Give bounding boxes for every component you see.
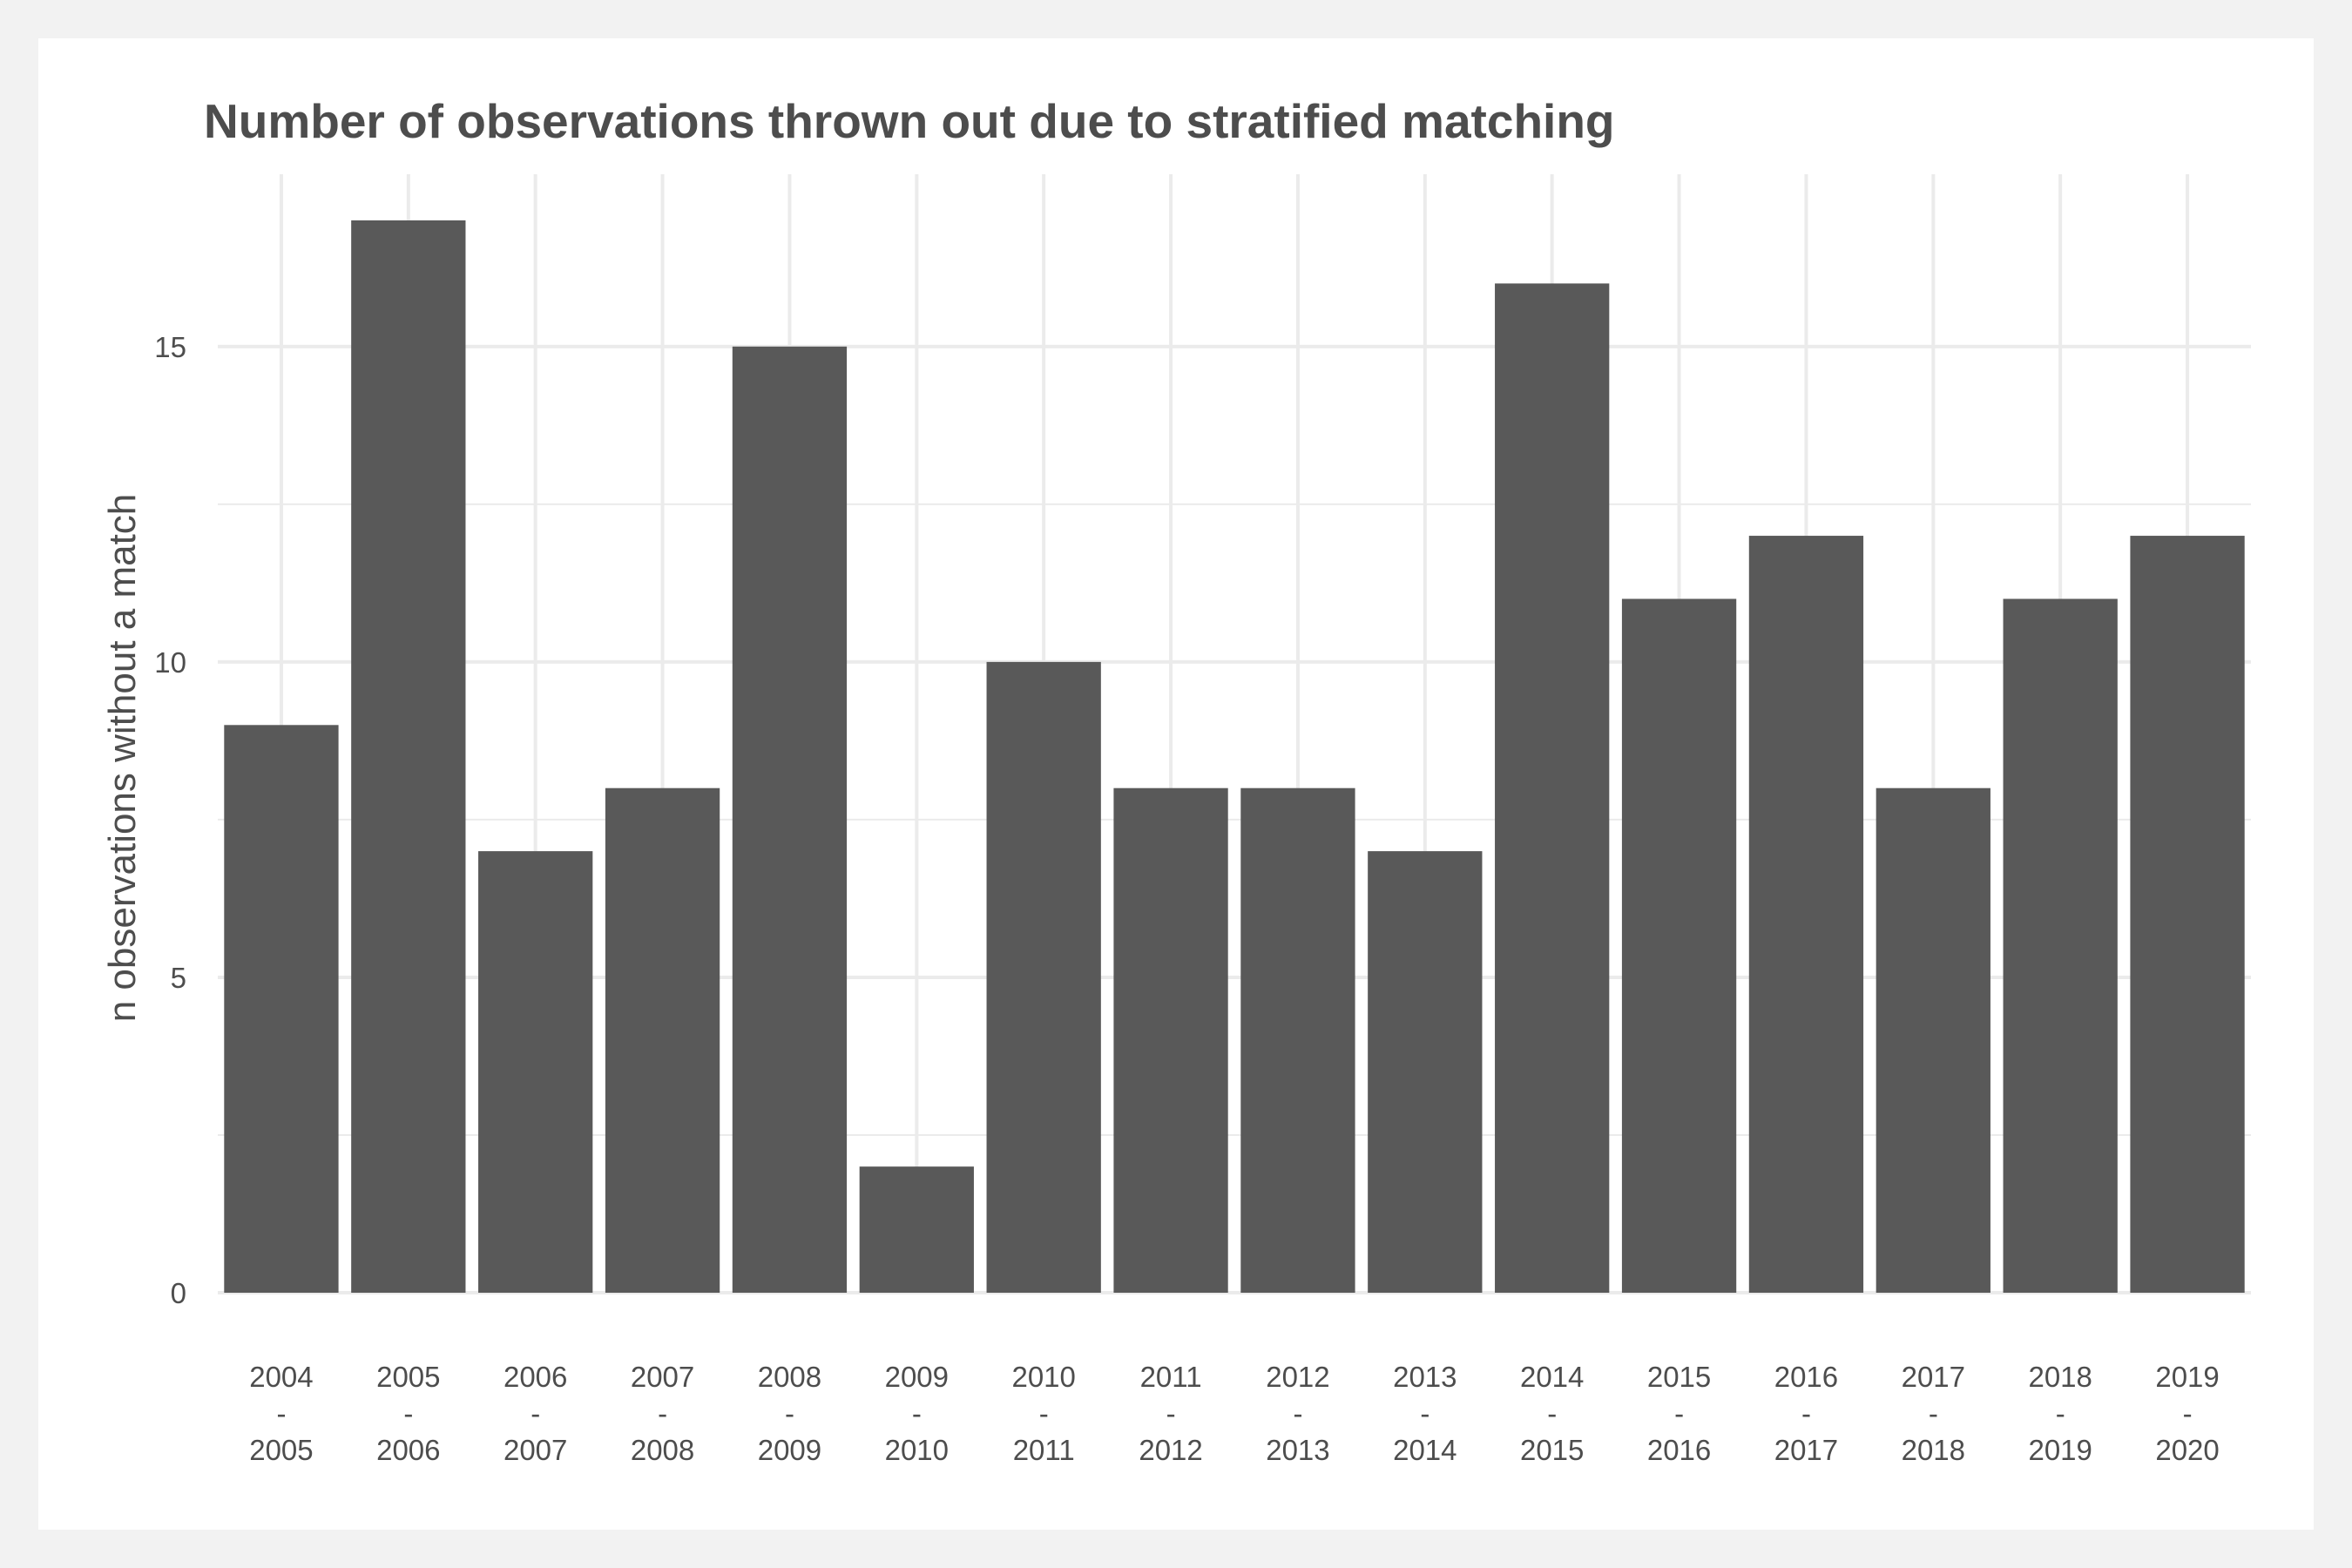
x-tick-label: 2006 -2007 [504,1361,567,1466]
bar [2003,598,2118,1293]
x-tick-label: 2012 -2013 [1266,1361,1329,1466]
x-tick-label: 2011 -2012 [1139,1361,1202,1466]
x-tick-label: 2010 -2011 [1011,1361,1075,1466]
bar [1876,787,1990,1293]
y-axis-ticks: 0 5 10 15 [154,331,186,1309]
x-tick-label: 2019 -2020 [2155,1361,2219,1466]
y-axis-label: n observations without a match [101,494,144,1023]
bar [224,725,339,1293]
bar [1621,598,1737,1293]
bar [1240,787,1355,1293]
bar [478,851,593,1293]
x-tick-label: 2017 -2018 [1902,1361,1965,1466]
x-tick-label: 2013 -2014 [1393,1361,1456,1466]
chart-title: Number of observations thrown out due to… [204,94,1615,148]
y-tick-label: 15 [154,331,186,363]
bar [1368,851,1483,1293]
x-tick-label: 2014 -2015 [1520,1361,1584,1466]
bar [1748,536,1864,1293]
x-tick-label: 2015 -2016 [1647,1361,1711,1466]
x-axis-ticks: 2004 -2005 2005 -2006 2006 -2007 2007 -2008 2008… [249,1361,2220,1466]
y-tick-label: 5 [171,962,186,994]
x-tick-label: 2005 -2006 [376,1361,440,1466]
bar [351,220,466,1293]
x-tick-label: 2018 -2019 [2028,1361,2092,1466]
y-tick-label: 10 [154,646,186,679]
bar [605,787,720,1293]
x-tick-label: 2008 -2009 [758,1361,821,1466]
y-tick-label: 0 [171,1277,186,1309]
bar [1113,787,1228,1293]
x-tick-label: 2004 -2005 [249,1361,313,1466]
bar [859,1166,974,1293]
bar [986,661,1101,1293]
bar [732,346,848,1294]
bar [2130,536,2245,1293]
bars [224,220,2245,1294]
x-tick-label: 2007 -2008 [631,1361,694,1466]
x-tick-label: 2009 -2010 [885,1361,949,1466]
x-tick-label: 2016 -2017 [1774,1361,1838,1466]
bar [1495,283,1610,1294]
